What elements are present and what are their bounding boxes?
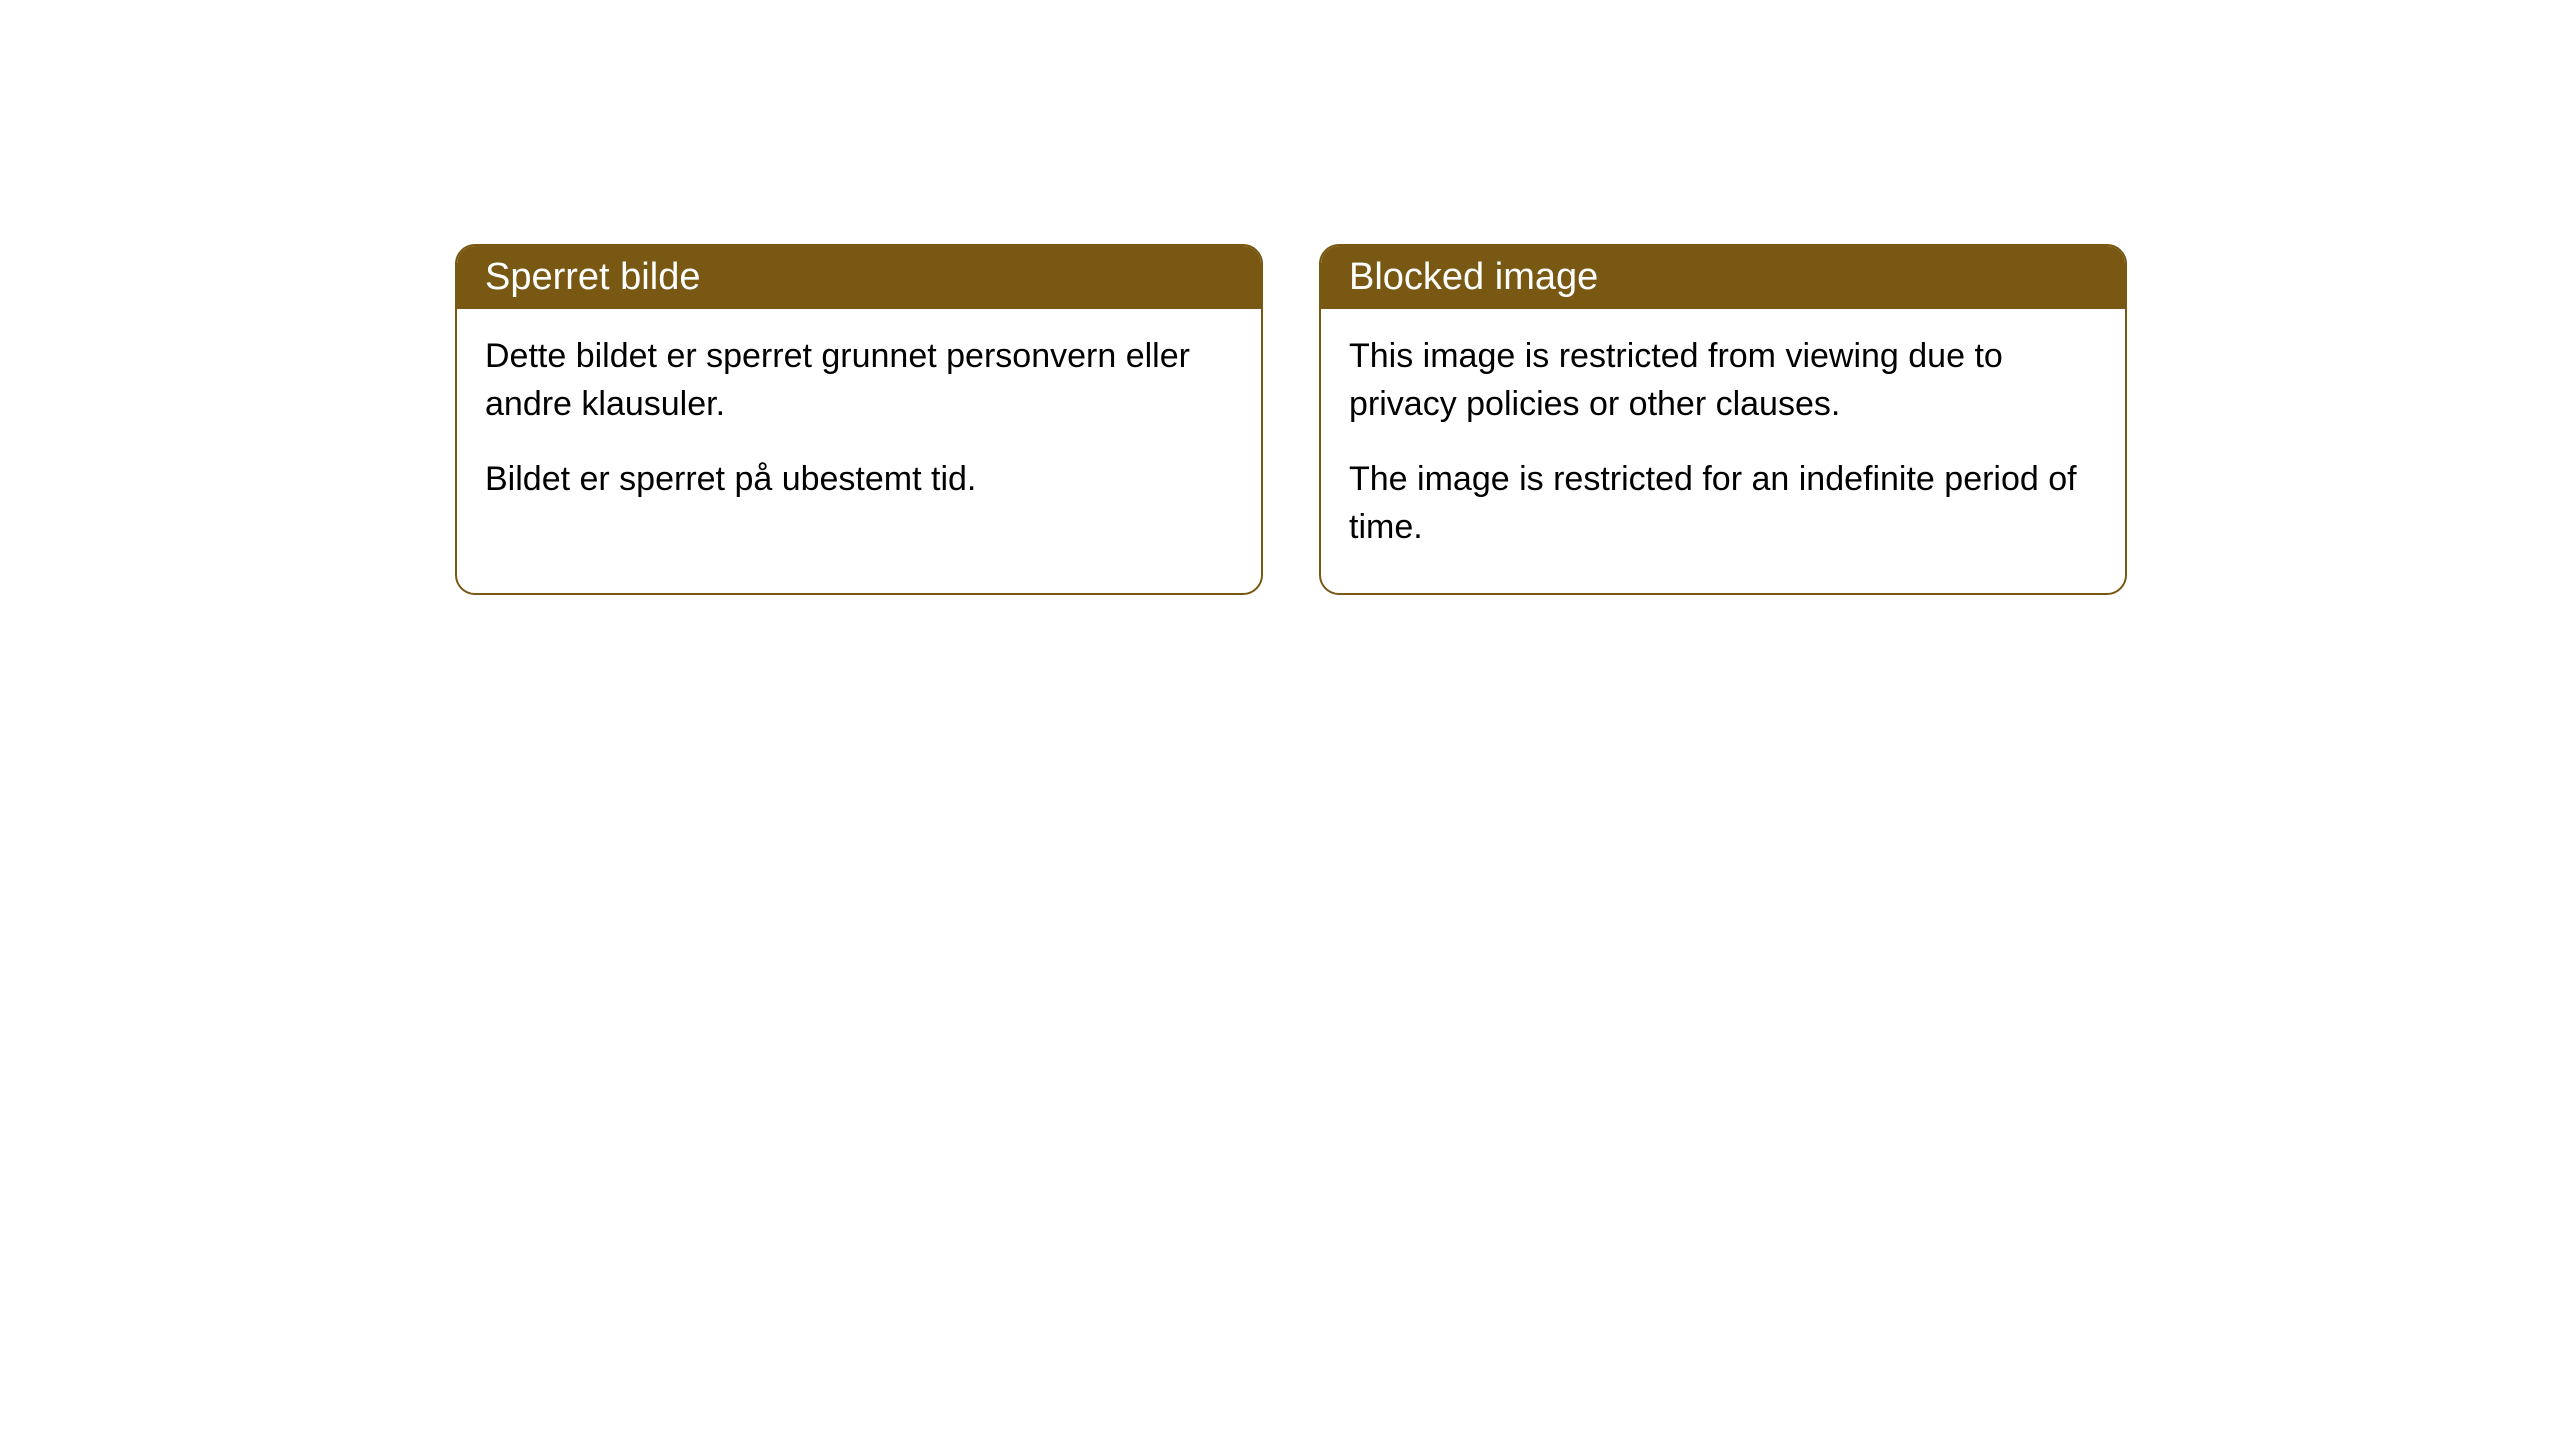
blocked-image-card-english: Blocked image This image is restricted f…: [1319, 244, 2127, 595]
card-body-norwegian: Dette bildet er sperret grunnet personve…: [457, 309, 1261, 546]
card-paragraph-2-english: The image is restricted for an indefinit…: [1349, 456, 2097, 551]
blocked-image-card-norwegian: Sperret bilde Dette bildet er sperret gr…: [455, 244, 1263, 595]
card-body-english: This image is restricted from viewing du…: [1321, 309, 2125, 593]
card-title-norwegian: Sperret bilde: [457, 246, 1261, 309]
card-paragraph-1-norwegian: Dette bildet er sperret grunnet personve…: [485, 333, 1233, 428]
card-title-english: Blocked image: [1321, 246, 2125, 309]
card-paragraph-2-norwegian: Bildet er sperret på ubestemt tid.: [485, 456, 1233, 504]
notice-cards-container: Sperret bilde Dette bildet er sperret gr…: [455, 244, 2127, 595]
card-paragraph-1-english: This image is restricted from viewing du…: [1349, 333, 2097, 428]
